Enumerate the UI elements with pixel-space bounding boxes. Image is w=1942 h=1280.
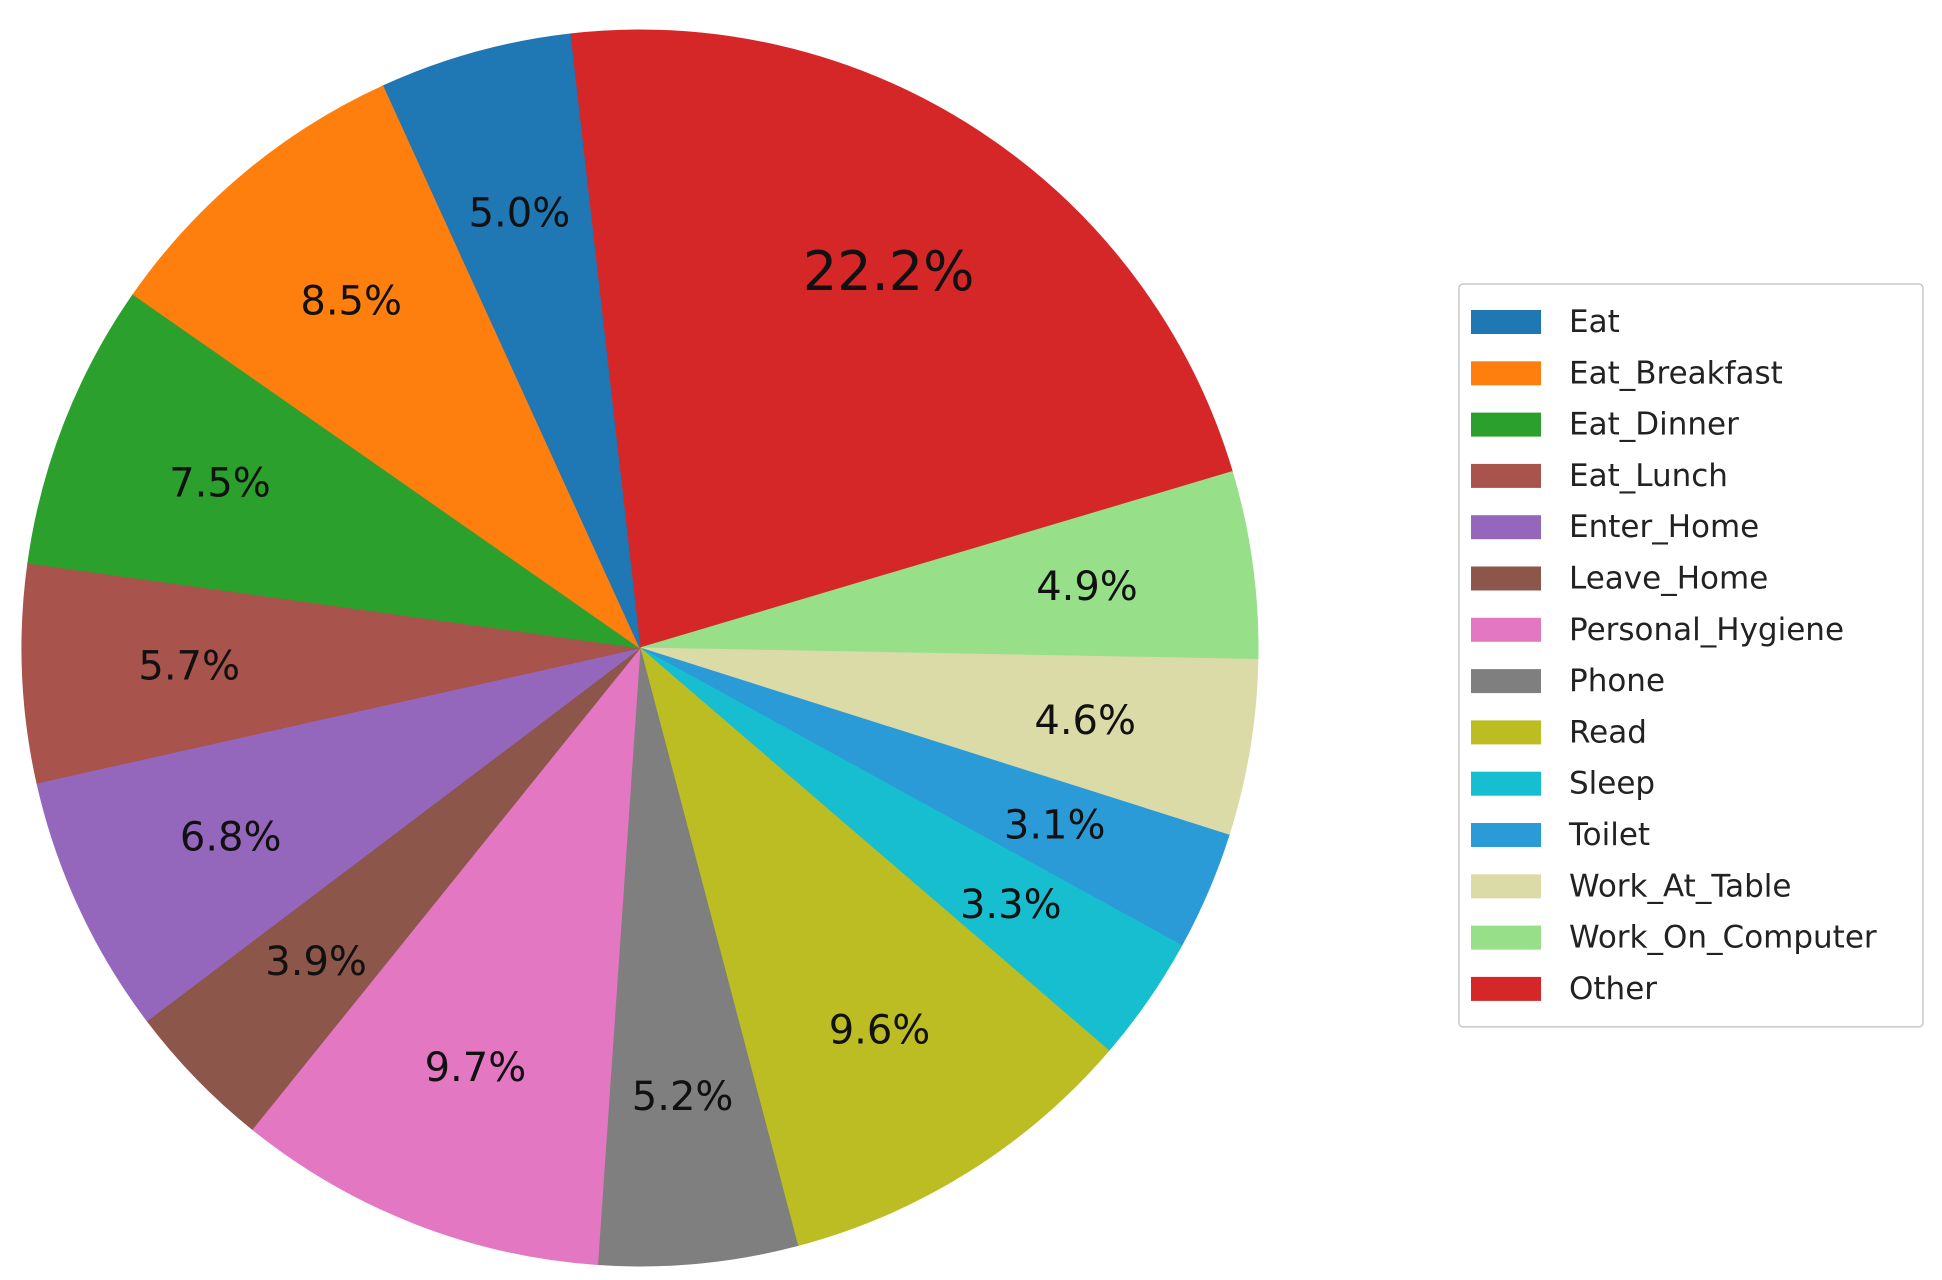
legend-swatch-phone xyxy=(1471,669,1541,694)
legend-swatch-eat xyxy=(1471,310,1541,334)
slice-label-toilet: 3.1% xyxy=(1004,803,1106,849)
legend-swatch-other xyxy=(1471,976,1541,1001)
legend-label-work-at-table: Work_At_Table xyxy=(1569,868,1791,904)
legend-swatch-sleep xyxy=(1471,771,1541,796)
legend: Eat Eat_Breakfast Eat_Dinner Eat_Lunch Enter… xyxy=(1458,283,1924,1028)
legend-swatch-leave-home xyxy=(1471,566,1541,591)
legend-swatch-toilet xyxy=(1471,823,1541,847)
slice-label-enter-home: 6.8% xyxy=(180,815,282,861)
pie-slice-phone xyxy=(597,647,799,1267)
legend-label-read: Read xyxy=(1569,714,1647,750)
slice-label-other: 22.2% xyxy=(803,240,975,303)
pie-slice-personal-hygiene xyxy=(251,646,641,1266)
legend-label-phone: Phone xyxy=(1569,663,1665,699)
pie-slice-read xyxy=(639,646,1110,1247)
legend-label-eat-dinner: Eat_Dinner xyxy=(1569,407,1739,443)
legend-swatch-work-on-computer xyxy=(1471,925,1541,950)
slice-label-phone: 5.2% xyxy=(632,1074,734,1120)
legend-label-eat-lunch: Eat_Lunch xyxy=(1569,458,1728,494)
pie-slice-work-on-computer xyxy=(639,471,1259,660)
pie-slice-eat-breakfast xyxy=(132,84,642,650)
legend-label-enter-home: Enter_Home xyxy=(1569,509,1759,545)
legend-label-leave-home: Leave_Home xyxy=(1569,561,1768,597)
slice-label-work-at-table: 4.6% xyxy=(1034,698,1136,744)
slice-label-read: 9.6% xyxy=(829,1007,931,1053)
slice-label-work-on-computer: 4.9% xyxy=(1036,564,1138,610)
pie-slice-other xyxy=(569,29,1233,649)
legend-swatch-enter-home xyxy=(1471,515,1541,540)
legend-swatch-work-at-table xyxy=(1471,874,1541,899)
legend-swatch-personal-hygiene xyxy=(1471,617,1541,642)
legend-swatch-eat-breakfast xyxy=(1471,361,1541,386)
slice-label-eat-dinner: 7.5% xyxy=(169,460,271,506)
slice-label-leave-home: 3.9% xyxy=(265,939,367,985)
slice-label-personal-hygiene: 9.7% xyxy=(425,1045,527,1091)
pie-slice-work-at-table xyxy=(639,647,1259,836)
legend-swatch-eat-lunch xyxy=(1471,463,1541,488)
pie-slice-eat-dinner xyxy=(27,293,641,649)
legend-label-other: Other xyxy=(1569,971,1657,1007)
legend-label-toilet: Toilet xyxy=(1568,817,1650,853)
legend-frame xyxy=(1458,283,1924,1028)
legend-swatch-read xyxy=(1471,720,1541,745)
slice-label-eat-breakfast: 8.5% xyxy=(300,278,402,324)
pie-slice-enter-home xyxy=(36,647,641,1022)
slice-label-eat: 5.0% xyxy=(469,190,571,236)
pie-slice-eat xyxy=(383,33,641,649)
legend-label-eat: Eat xyxy=(1569,304,1620,340)
pie-slices xyxy=(21,29,1259,1267)
pie-slice-eat-lunch xyxy=(21,562,641,784)
slice-label-sleep: 3.3% xyxy=(960,882,1062,928)
legend-label-work-on-computer: Work_On_Computer xyxy=(1569,920,1877,956)
legend-label-eat-breakfast: Eat_Breakfast xyxy=(1569,355,1783,391)
legend-swatch-eat-dinner xyxy=(1471,412,1541,437)
legend-label-personal-hygiene: Personal_Hygiene xyxy=(1569,612,1844,648)
pie-labels: 22.2% 4.9% 4.6% 3.1% 3.3% 9.6% 5.2% 9.7% 3.9% 6.8… xyxy=(138,190,1137,1120)
slice-label-eat-lunch: 5.7% xyxy=(138,644,240,690)
legend-label-sleep: Sleep xyxy=(1569,766,1655,802)
